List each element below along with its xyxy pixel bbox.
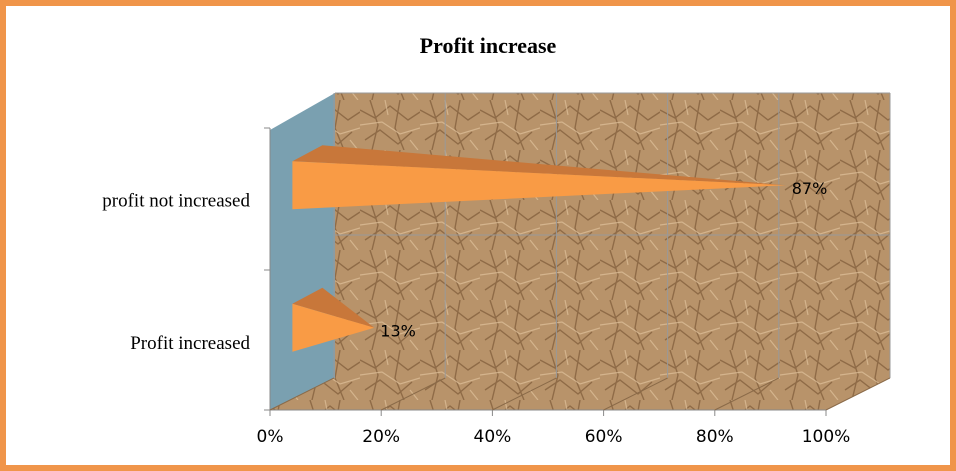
data-label: 13%	[380, 321, 416, 340]
floor-grid-line	[380, 377, 446, 411]
bar	[292, 161, 786, 210]
x-tick-label: 60%	[585, 427, 623, 447]
x-tick-label: 80%	[696, 427, 734, 447]
side-wall	[270, 93, 335, 410]
x-tick-label: 20%	[362, 427, 400, 447]
bar	[292, 303, 375, 352]
x-tick-label: 100%	[802, 427, 851, 447]
bar-top	[292, 145, 786, 186]
y-tick-label: Profit increased	[130, 333, 250, 354]
chart-title: Profit increase	[420, 33, 557, 58]
floor	[270, 378, 890, 410]
floor-grid-line	[269, 377, 335, 411]
floor-grid-line	[492, 377, 557, 411]
bar-top	[292, 287, 375, 328]
floor-grid-line	[825, 377, 891, 411]
floor-grid-line	[603, 377, 668, 411]
floor-grid-line	[714, 377, 780, 411]
x-tick-label: 40%	[474, 427, 512, 447]
data-label: 87%	[792, 179, 828, 198]
y-tick-label: profit not increased	[102, 191, 250, 212]
x-tick-label: 0%	[257, 427, 284, 447]
